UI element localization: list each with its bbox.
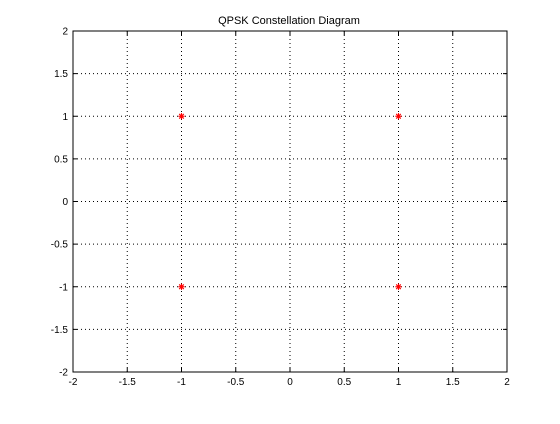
data-point [178,283,185,290]
x-tick-label: -2 [69,377,78,388]
data-point [395,283,402,290]
data-point [178,113,185,120]
y-tick-label: -0.5 [51,240,69,251]
grid-lines [73,31,507,372]
x-tick-label: 2 [504,377,510,388]
y-tick-labels: -2 -1.5 -1 -0.5 0 0.5 1 1.5 2 [51,27,69,379]
y-tick-label: -1.5 [51,325,69,336]
y-tick-label: 0 [62,197,68,208]
x-tick-label: 1 [396,377,402,388]
y-tick-label: 2 [62,27,68,38]
x-tick-labels: -2 -1.5 -1 -0.5 0 0.5 1 1.5 2 [69,377,511,388]
x-tick-label: -1 [177,377,186,388]
axis-ticks [72,30,508,373]
x-tick-label: 0.5 [337,377,351,388]
y-tick-label: 1.5 [54,69,68,80]
chart-title: QPSK Constellation Diagram [218,15,360,27]
y-tick-label: 1 [62,112,68,123]
data-point [395,113,402,120]
x-tick-label: 0 [287,377,293,388]
x-tick-label: 1.5 [446,377,460,388]
y-tick-label: 0.5 [54,154,68,165]
x-tick-label: -0.5 [227,377,245,388]
data-points [178,113,402,290]
y-tick-label: -1 [59,282,68,293]
x-tick-label: -1.5 [119,377,137,388]
y-tick-label: -2 [59,368,68,379]
